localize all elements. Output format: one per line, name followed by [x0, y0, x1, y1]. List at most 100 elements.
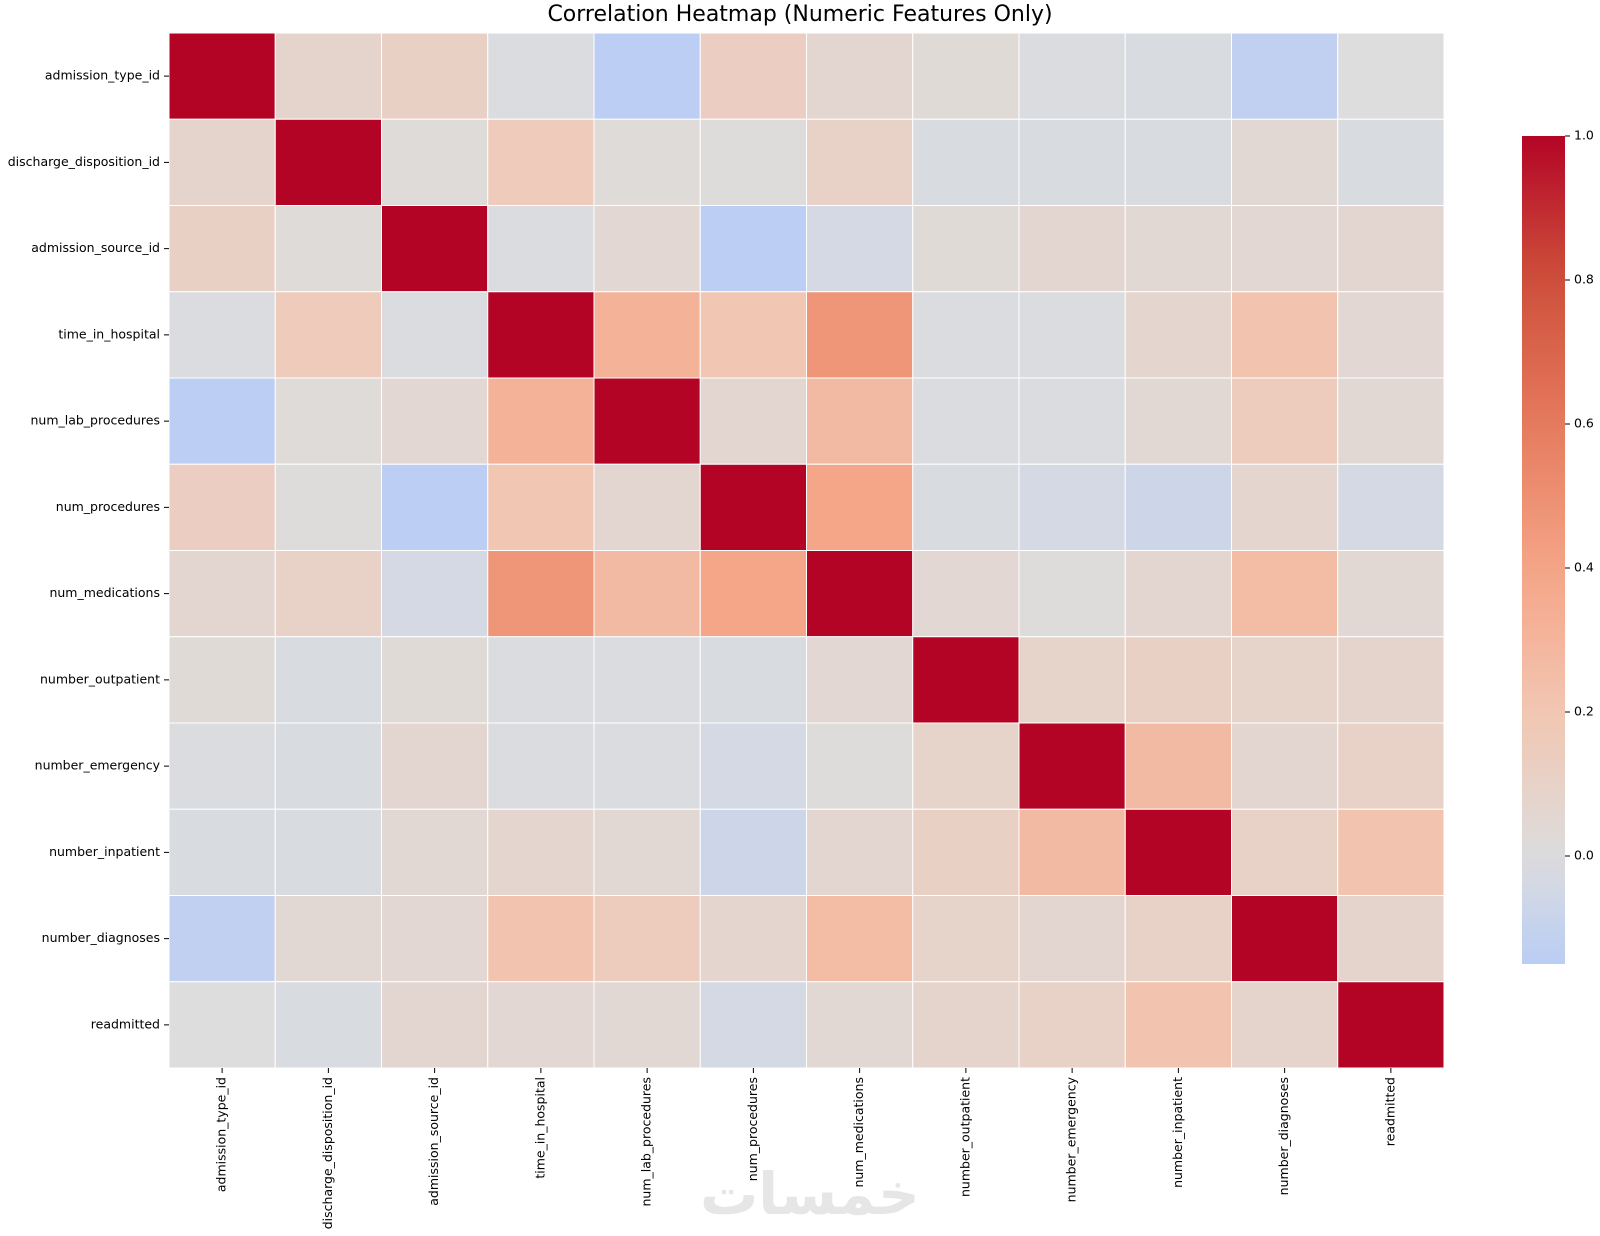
heatmap-cell	[274, 808, 382, 896]
heatmap-cell	[381, 463, 489, 551]
heatmap-cell	[1018, 550, 1126, 638]
heatmap-cell	[1124, 636, 1232, 724]
x-tick-label: admission_source_id	[426, 1077, 441, 1206]
heatmap-cell	[1231, 895, 1339, 983]
heatmap-cell	[593, 118, 701, 206]
colorbar-tick-label: 0.6	[1574, 416, 1594, 431]
heatmap-cell	[381, 291, 489, 379]
heatmap-cell	[274, 32, 382, 120]
heatmap-cell	[699, 722, 807, 810]
heatmap-cell	[699, 636, 807, 724]
heatmap-cell	[1018, 636, 1126, 724]
heatmap-cell	[381, 118, 489, 206]
y-tick-label: readmitted	[91, 1016, 160, 1031]
y-tick-label: admission_type_id	[45, 68, 160, 83]
heatmap-cell	[1337, 377, 1445, 465]
colorbar-tick-label: 0.0	[1574, 848, 1594, 863]
y-tick-label: discharge_disposition_id	[8, 154, 160, 169]
heatmap-cell	[699, 377, 807, 465]
heatmap-cell	[274, 118, 382, 206]
heatmap-cell	[274, 550, 382, 638]
heatmap-cell	[1124, 895, 1232, 983]
heatmap-cell	[593, 32, 701, 120]
heatmap-cell	[1018, 895, 1126, 983]
heatmap-cell	[1337, 463, 1445, 551]
heatmap-cell	[593, 205, 701, 293]
heatmap-cell	[381, 895, 489, 983]
y-tick-label: number_outpatient	[40, 671, 160, 686]
heatmap-cell	[912, 722, 1020, 810]
heatmap-cell	[168, 895, 276, 983]
heatmap-cell	[1231, 722, 1339, 810]
x-tick-label: num_procedures	[745, 1077, 760, 1181]
heatmap-cell	[806, 377, 914, 465]
y-tick-label: admission_source_id	[31, 240, 160, 255]
heatmap-cell	[806, 32, 914, 120]
y-tick-label: num_lab_procedures	[30, 413, 160, 428]
colorbar-tick-label: 1.0	[1574, 128, 1594, 143]
heatmap-cell	[1124, 205, 1232, 293]
heatmap-cell	[1018, 722, 1126, 810]
heatmap-cell	[806, 808, 914, 896]
heatmap-cell	[274, 722, 382, 810]
heatmap-cell	[487, 808, 595, 896]
heatmap-cell	[1231, 118, 1339, 206]
heatmap-cell	[912, 377, 1020, 465]
heatmap-cell	[1018, 808, 1126, 896]
heatmap-cell	[381, 981, 489, 1069]
heatmap-cell	[806, 981, 914, 1069]
heatmap-cell	[487, 550, 595, 638]
heatmap-cell	[274, 463, 382, 551]
heatmap-cell	[487, 377, 595, 465]
heatmap-cell	[487, 895, 595, 983]
heatmap-cell	[381, 636, 489, 724]
heatmap-cell	[593, 377, 701, 465]
x-tick-label: discharge_disposition_id	[320, 1077, 335, 1229]
heatmap-cell	[1337, 205, 1445, 293]
heatmap-cell	[912, 895, 1020, 983]
y-tick-label: number_inpatient	[49, 844, 160, 859]
heatmap-cell	[593, 722, 701, 810]
heatmap-cell	[274, 291, 382, 379]
heatmap-cell	[912, 205, 1020, 293]
heatmap-cell	[1231, 463, 1339, 551]
heatmap-cell	[1124, 32, 1232, 120]
heatmap-cell	[1231, 636, 1339, 724]
heatmap-cell	[1231, 291, 1339, 379]
heatmap-cell	[806, 636, 914, 724]
heatmap-cell	[593, 463, 701, 551]
heatmap-cell	[1018, 32, 1126, 120]
colorbar	[1522, 136, 1565, 964]
heatmap-cell	[912, 463, 1020, 551]
heatmap-cell	[806, 550, 914, 638]
heatmap-cell	[699, 550, 807, 638]
heatmap-cell	[1231, 32, 1339, 120]
heatmap-cell	[699, 32, 807, 120]
heatmap-cell	[1337, 550, 1445, 638]
y-tick-label: number_emergency	[35, 758, 161, 773]
heatmap-cell	[1337, 981, 1445, 1069]
heatmap-cell	[699, 291, 807, 379]
heatmap-cell	[806, 463, 914, 551]
heatmap-cell	[912, 981, 1020, 1069]
heatmap-cell	[912, 32, 1020, 120]
heatmap-cell	[168, 463, 276, 551]
heatmap-cell	[1018, 118, 1126, 206]
heatmap-cell	[487, 981, 595, 1069]
heatmap-cell	[1337, 808, 1445, 896]
chart-title: Correlation Heatmap (Numeric Features On…	[547, 2, 1053, 27]
heatmap-cell	[699, 981, 807, 1069]
heatmap-cell	[274, 981, 382, 1069]
heatmap-cell	[1124, 377, 1232, 465]
heatmap-cell	[487, 205, 595, 293]
x-tick-label: num_lab_procedures	[639, 1077, 654, 1207]
heatmap-cell	[487, 291, 595, 379]
heatmap-cell	[806, 118, 914, 206]
heatmap-cell	[487, 636, 595, 724]
heatmap-cell	[381, 550, 489, 638]
y-tick-label: num_medications	[49, 585, 160, 600]
heatmap-cell	[593, 895, 701, 983]
heatmap-cell	[912, 291, 1020, 379]
x-tick-label: admission_type_id	[214, 1077, 229, 1192]
